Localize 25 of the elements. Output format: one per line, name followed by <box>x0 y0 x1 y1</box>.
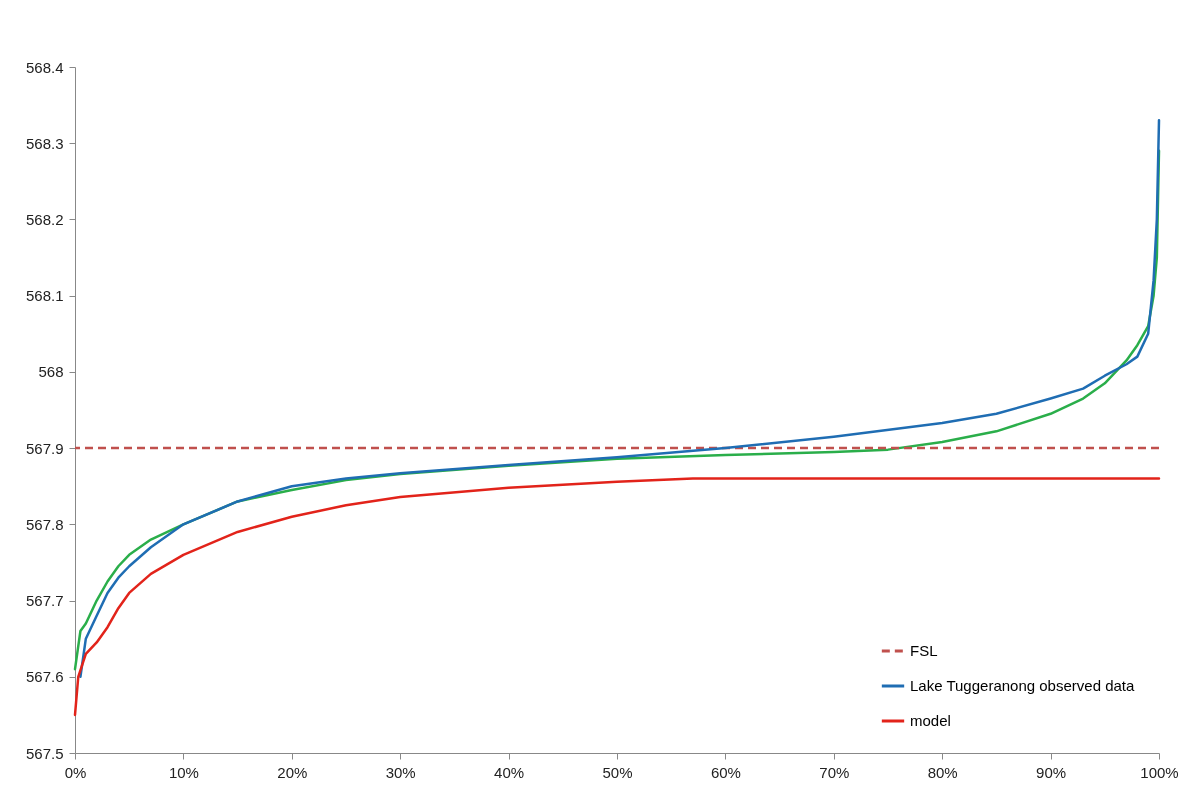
y-tick-label: 568.1 <box>25 287 64 305</box>
y-tick-label: 568.2 <box>25 210 64 228</box>
y-tick-label: 567.5 <box>25 744 64 762</box>
x-tick-label: 30% <box>385 763 416 781</box>
y-tick-label: 567.7 <box>25 592 64 610</box>
y-tick-label: 568 <box>38 363 64 381</box>
legend-label: FSL <box>910 642 938 659</box>
x-tick-label: 50% <box>602 763 633 781</box>
y-tick-label: 567.6 <box>25 668 64 686</box>
x-tick-label: 100% <box>1140 763 1179 781</box>
y-tick-label: 567.9 <box>25 439 64 457</box>
x-tick-label: 60% <box>710 763 741 781</box>
x-tick-label: 40% <box>494 763 525 781</box>
x-tick-label: 20% <box>277 763 308 781</box>
legend-label: Lake Tuggeranong observed data <box>910 677 1135 694</box>
legend-label: model <box>910 712 951 729</box>
y-tick-label: 567.8 <box>25 515 64 533</box>
x-tick-label: 0% <box>64 763 87 781</box>
y-tick-label: 568.3 <box>25 134 64 152</box>
x-tick-label: 80% <box>927 763 958 781</box>
y-tick-label: 568.4 <box>25 58 64 76</box>
x-tick-label: 90% <box>1036 763 1067 781</box>
x-tick-label: 10% <box>168 763 199 781</box>
line-series <box>73 477 1161 717</box>
x-tick-label: 70% <box>819 763 850 781</box>
